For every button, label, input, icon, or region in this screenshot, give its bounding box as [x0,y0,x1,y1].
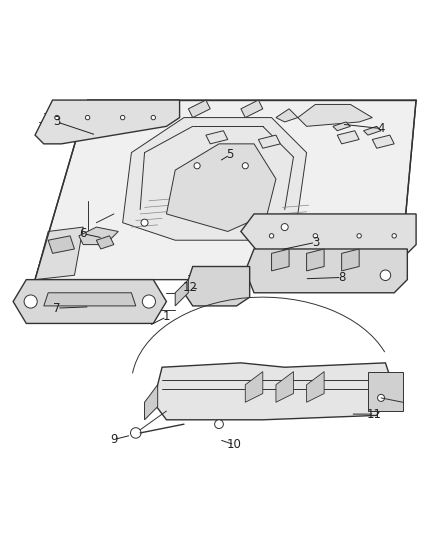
Circle shape [281,223,288,231]
Polygon shape [245,372,263,402]
Polygon shape [298,104,372,126]
Polygon shape [184,266,250,306]
Circle shape [141,219,148,226]
Polygon shape [245,249,407,293]
Polygon shape [123,118,307,240]
Polygon shape [35,227,83,280]
Polygon shape [241,214,416,258]
Text: 9: 9 [110,433,118,446]
Polygon shape [337,131,359,144]
Polygon shape [333,122,350,131]
Text: 5: 5 [226,148,233,161]
Circle shape [120,115,125,120]
Polygon shape [79,227,118,245]
Circle shape [242,163,248,169]
Polygon shape [13,280,166,324]
Circle shape [357,233,361,238]
Circle shape [269,233,274,238]
Circle shape [380,270,391,280]
Polygon shape [307,249,324,271]
Text: 6: 6 [79,227,87,240]
Polygon shape [368,372,403,411]
Polygon shape [44,293,136,306]
Polygon shape [175,280,188,306]
Circle shape [215,420,223,429]
Polygon shape [188,100,210,118]
Text: 11: 11 [367,408,382,421]
Circle shape [378,394,385,401]
Polygon shape [35,100,180,144]
Text: 1: 1 [162,310,170,324]
Polygon shape [307,372,324,402]
Polygon shape [35,100,416,280]
Polygon shape [372,135,394,148]
Circle shape [392,233,396,238]
Circle shape [55,115,59,120]
Text: 10: 10 [227,438,242,451]
Polygon shape [276,109,298,122]
Polygon shape [153,363,394,420]
Polygon shape [272,249,289,271]
Text: 8: 8 [338,271,345,284]
Circle shape [151,115,155,120]
Polygon shape [166,144,276,231]
Polygon shape [342,249,359,271]
Circle shape [131,427,141,438]
Polygon shape [258,135,280,148]
Polygon shape [364,126,381,135]
Circle shape [24,295,37,308]
Polygon shape [145,385,158,420]
Text: 7: 7 [53,302,61,314]
Circle shape [142,295,155,308]
Polygon shape [276,372,293,402]
Text: 12: 12 [183,281,198,294]
Polygon shape [241,100,263,118]
Circle shape [194,163,200,169]
Polygon shape [96,236,114,249]
Text: 4: 4 [377,122,385,135]
Polygon shape [206,131,228,144]
Text: 3: 3 [53,116,60,128]
Circle shape [85,115,90,120]
Text: 3: 3 [312,236,319,249]
Polygon shape [48,236,74,253]
Circle shape [313,233,318,238]
